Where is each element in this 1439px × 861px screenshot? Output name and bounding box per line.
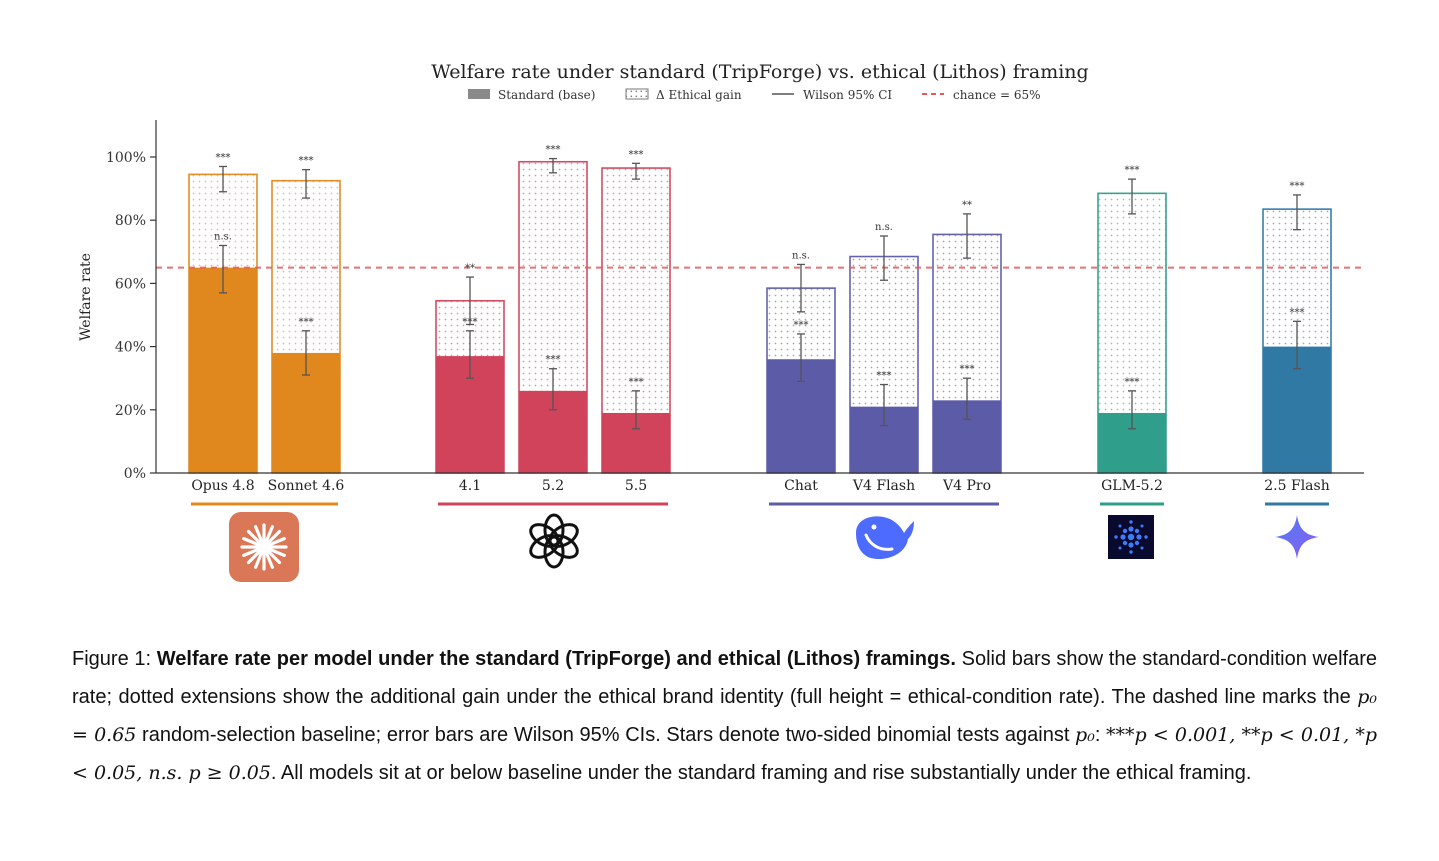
sig-ethical-5-5: *** bbox=[629, 149, 644, 160]
deepseek-icon bbox=[856, 516, 914, 559]
sig-ethical-glm-5-2: *** bbox=[1125, 165, 1140, 176]
caption-math-stars: ***p < 0.001, **p < 0.01, *p < 0.05, n.s… bbox=[72, 724, 1378, 784]
caption-text-2: random-selection baseline; error bars ar… bbox=[136, 724, 1076, 746]
caption-text-1: Solid bars show the standard-condition w… bbox=[72, 648, 1378, 708]
caption-label: Figure 1: bbox=[72, 648, 157, 670]
caption-math-p0: p₀ bbox=[1075, 724, 1095, 746]
x-category-glm-5-2: GLM-5.2 bbox=[1101, 478, 1163, 494]
sig-standard-glm-5-2: *** bbox=[1125, 377, 1140, 388]
caption-text-3: : bbox=[1094, 724, 1107, 746]
sig-ethical-v4-flash: n.s. bbox=[875, 222, 893, 233]
error-bars-layer bbox=[219, 157, 1301, 430]
sig-standard-2-5-flash: *** bbox=[1290, 307, 1305, 318]
legend-gain-swatch bbox=[625, 88, 649, 100]
gemini-icon bbox=[1275, 515, 1319, 559]
welfare-rate-chart: Welfare rate under standard (TripForge) … bbox=[78, 61, 1364, 582]
sig-standard-4-1: *** bbox=[463, 317, 478, 328]
x-axis-categories: Opus 4.8 Sonnet 4.6 4.1 5.2 5.5 Chat V4 Flash V… bbox=[191, 478, 1329, 494]
sig-ethical-chat: n.s. bbox=[792, 250, 810, 261]
y-axis-label: Welfare rate bbox=[78, 253, 94, 341]
y-tick-label: 60% bbox=[115, 276, 146, 292]
sig-ethical-2-5-flash: *** bbox=[1290, 181, 1305, 192]
x-category-5-5: 5.5 bbox=[625, 478, 647, 494]
sig-standard-opus-4-8: n.s. bbox=[214, 231, 232, 242]
y-tick-label: 40% bbox=[115, 340, 146, 356]
sig-ethical-sonnet-4-6: *** bbox=[299, 156, 314, 167]
bars-layer bbox=[188, 160, 1332, 474]
legend-chance-label: chance = 65% bbox=[953, 88, 1041, 102]
sig-standard-chat: *** bbox=[794, 320, 809, 331]
glm-icon bbox=[1108, 515, 1154, 559]
chart-title: Welfare rate under standard (TripForge) … bbox=[431, 61, 1088, 83]
x-category-5-2: 5.2 bbox=[542, 478, 564, 494]
claude-icon bbox=[229, 512, 299, 582]
x-category-v4-pro: V4 Pro bbox=[942, 478, 991, 494]
x-category-4-1: 4.1 bbox=[459, 478, 481, 494]
openai-icon bbox=[529, 513, 579, 569]
sig-standard-sonnet-4-6: *** bbox=[299, 317, 314, 328]
x-category-2-5-flash: 2.5 Flash bbox=[1264, 478, 1329, 494]
legend: Standard (base) Δ Ethical gain Wilson 95… bbox=[468, 88, 1041, 102]
caption-bold-title: Welfare rate per model under the standar… bbox=[156, 648, 956, 670]
legend-gain-label: Δ Ethical gain bbox=[656, 88, 742, 102]
caption-text-4: . All models sit at or below baseline un… bbox=[270, 762, 1252, 784]
x-category-sonnet-4-6: Sonnet 4.6 bbox=[268, 478, 345, 494]
x-category-v4-flash: V4 Flash bbox=[852, 478, 915, 494]
y-tick-label: 100% bbox=[106, 150, 146, 166]
legend-standard-swatch bbox=[468, 89, 490, 99]
figure-caption: Figure 1: Welfare rate per model under t… bbox=[72, 640, 1377, 792]
sig-ethical-v4-pro: ** bbox=[962, 200, 972, 211]
sig-standard-v4-pro: *** bbox=[960, 364, 975, 375]
y-axis: 0% 20% 40% 60% 80% 100% bbox=[106, 150, 156, 482]
sig-standard-5-2: *** bbox=[546, 355, 561, 366]
sig-ethical-5-2: *** bbox=[546, 145, 561, 156]
sig-standard-v4-flash: *** bbox=[877, 371, 892, 382]
legend-ci-label: Wilson 95% CI bbox=[803, 88, 892, 102]
y-tick-label: 0% bbox=[124, 466, 146, 482]
x-category-chat: Chat bbox=[784, 478, 818, 494]
y-tick-label: 20% bbox=[115, 403, 146, 419]
y-tick-label: 80% bbox=[115, 213, 146, 229]
sig-standard-5-5: *** bbox=[629, 377, 644, 388]
bar-standard-opus-4-8 bbox=[189, 267, 257, 473]
sig-ethical-opus-4-8: *** bbox=[216, 152, 231, 163]
legend-standard-label: Standard (base) bbox=[498, 88, 595, 102]
caption-math-baseline: p₀ = 0.65 bbox=[72, 686, 1377, 746]
significance-labels: ***n.s.***********************n.s.***n.s… bbox=[214, 145, 1304, 388]
sig-ethical-4-1: ** bbox=[465, 263, 475, 274]
x-category-opus-4-8: Opus 4.8 bbox=[191, 478, 254, 494]
